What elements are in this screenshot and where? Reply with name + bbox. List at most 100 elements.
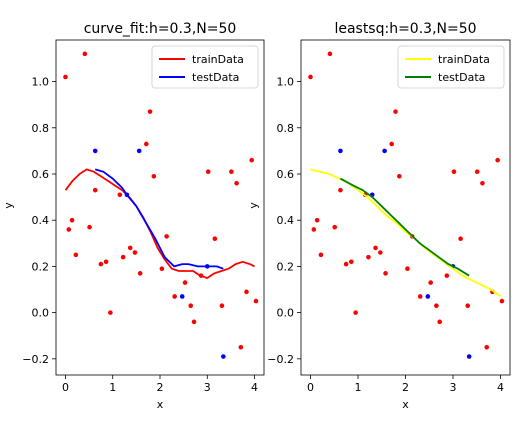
x-tick-label: 3 [450, 381, 457, 394]
train-data-point [417, 294, 423, 299]
x-tick-label: 2 [402, 381, 409, 394]
y-axis-label: y [2, 202, 15, 209]
chart-title: leastsq:h=0.3,N=50 [334, 21, 476, 37]
train-data-point [434, 303, 439, 308]
test-data-point [221, 354, 226, 359]
x-tick-label: 3 [204, 381, 211, 394]
train-data-point [127, 245, 133, 251]
train-data-point [137, 271, 143, 276]
y-tick-label: 0.4 [32, 214, 50, 227]
legend: trainData testData [151, 45, 259, 89]
train-data-point [338, 187, 343, 193]
train-data-point [132, 250, 138, 255]
train-data-point [249, 157, 255, 163]
train-data-point [98, 261, 104, 267]
train-data-point [383, 271, 388, 276]
y-tick-label: 1.0 [32, 76, 50, 89]
train-data-point [405, 266, 410, 272]
x-axis-label: x [157, 398, 164, 411]
y-tick-label: −0.2 [22, 353, 49, 366]
test-data-point [338, 148, 343, 154]
y-tick-label: 0.6 [32, 168, 50, 181]
train-data-point [465, 303, 471, 308]
train-data-point [172, 294, 177, 299]
x-tick-label: 1 [109, 381, 116, 394]
x-tick-label: 2 [157, 381, 164, 394]
train-data-point [451, 169, 457, 174]
train-data-point [349, 259, 354, 265]
train-data-point [147, 109, 153, 114]
train-data-point [108, 310, 113, 315]
y-tick-label: 0.4 [277, 214, 295, 227]
train-data-point [327, 51, 333, 57]
train-data-point [219, 303, 225, 308]
train-data-point [73, 252, 79, 258]
train-data-point [117, 192, 123, 198]
train-data-point [212, 236, 218, 241]
train-data-point [389, 141, 395, 147]
train-data-point [63, 74, 68, 80]
train-data-point [238, 344, 244, 350]
y-tick-label: 1.0 [277, 76, 295, 89]
train-data-point [437, 319, 443, 325]
train-data-point [332, 224, 338, 230]
train-data-point [69, 217, 75, 223]
train-data-point [499, 298, 505, 304]
x-tick-label: 0 [307, 381, 314, 394]
y-tick-label: 0.2 [277, 260, 295, 273]
y-tick-label: 0.6 [277, 168, 295, 181]
train-data-point [308, 74, 313, 80]
y-tick-label: 0.8 [277, 122, 295, 135]
chart-2: leastsq:h=0.3,N=50 0 1 2 3 4 −0.2 0.0 0.2 0.4 0.6 0… [247, 21, 511, 411]
plot-area [63, 51, 259, 359]
train-data-point [103, 259, 109, 265]
train-data-point [428, 280, 433, 285]
legend-label: testData [438, 71, 485, 84]
train-data-point [143, 141, 149, 147]
legend-label: trainData [192, 53, 244, 66]
test-data-curve [94, 168, 224, 270]
train-data-point [484, 344, 490, 350]
train-data-point [253, 298, 259, 304]
test-data-point [466, 354, 472, 359]
test-data-point [136, 148, 142, 154]
test-data-curve [339, 177, 470, 277]
axes-frame [55, 39, 265, 376]
y-tick-label: 0.0 [277, 307, 295, 320]
y-tick-label: 0.8 [32, 122, 50, 135]
train-data-point [495, 157, 500, 163]
train-data-point [373, 245, 378, 251]
y-tick-label: 0.2 [32, 260, 50, 273]
chart-1: curve_fit:h=0.3,N=50 0 1 2 3 4 −0.2 0.0 0.2 0.4 0.… [2, 21, 265, 411]
train-data-point [205, 169, 211, 174]
train-data-point [480, 180, 485, 186]
axes-frame [300, 39, 511, 376]
x-tick-label: 1 [355, 381, 362, 394]
y-tick-label: −0.2 [267, 353, 294, 366]
train-data-point [191, 319, 197, 325]
train-data-curve [64, 168, 255, 279]
train-data-point [444, 273, 450, 278]
legend: trainData testData [397, 45, 505, 89]
train-data-point [120, 254, 126, 260]
chart-title: curve_fit:h=0.3,N=50 [84, 21, 237, 37]
x-tick-label: 4 [251, 381, 258, 394]
test-data-point [382, 148, 387, 154]
x-axis-label: x [402, 398, 409, 411]
train-data-point [314, 217, 320, 223]
train-data-point [188, 303, 194, 308]
train-data-point [378, 250, 383, 255]
train-data-point [229, 169, 234, 174]
train-data-point [318, 252, 324, 258]
y-tick-label: 0.0 [32, 307, 50, 320]
train-data-point [393, 109, 398, 114]
plot-area [308, 51, 505, 359]
train-data-point [474, 169, 480, 174]
train-data-point [343, 261, 349, 267]
train-data-point [66, 227, 72, 232]
train-data-point [311, 227, 317, 232]
train-data-point [244, 289, 249, 295]
test-data-point [92, 148, 98, 154]
train-data-point [182, 280, 188, 285]
